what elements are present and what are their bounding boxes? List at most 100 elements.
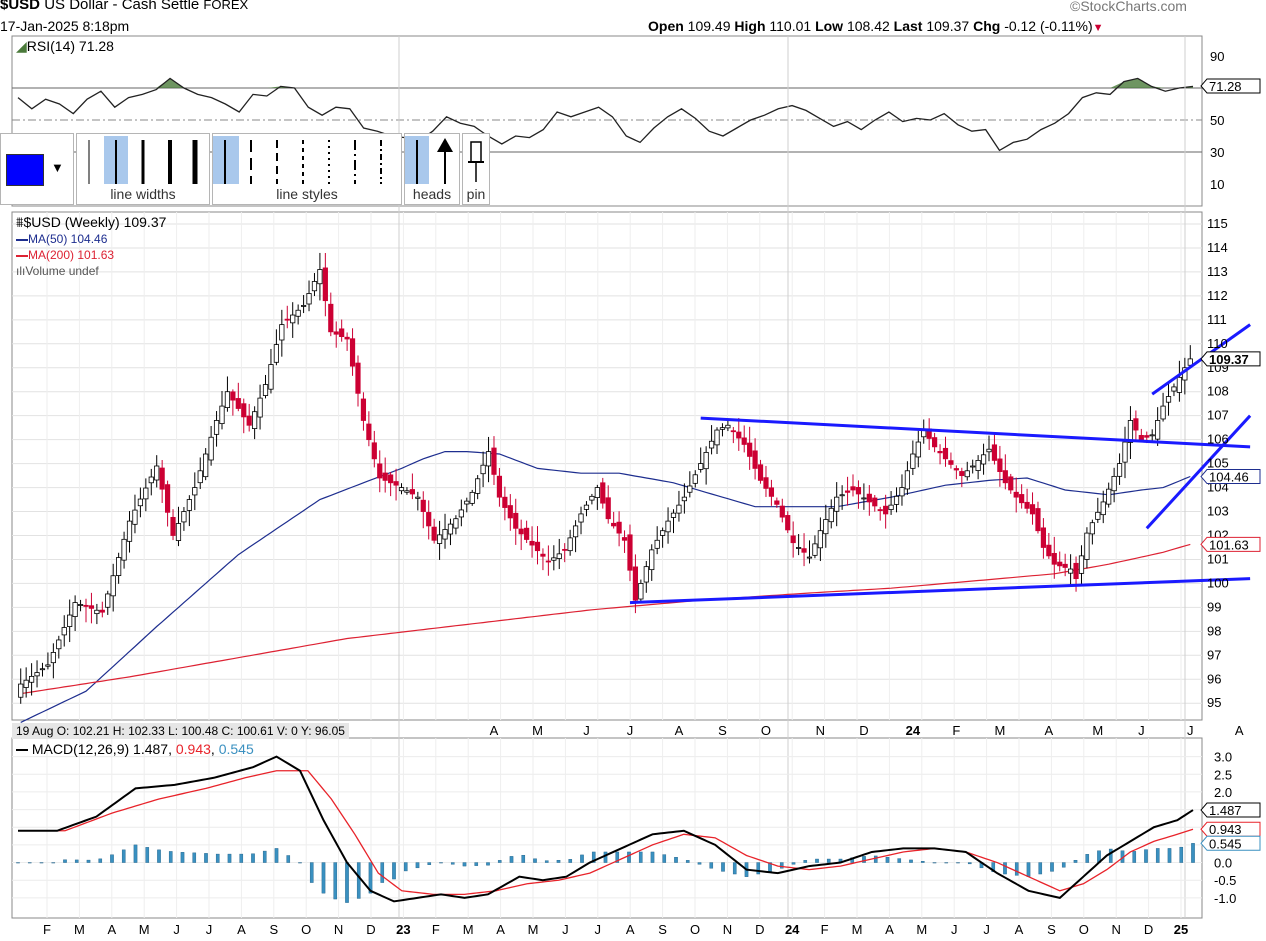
candle-body — [605, 497, 611, 520]
candle-body — [572, 525, 579, 538]
candle-body — [1111, 475, 1117, 492]
candle-body — [1122, 441, 1128, 463]
price-tick-label: 100 — [1207, 575, 1229, 590]
macd-x-tick: F — [43, 922, 51, 937]
price-tick-label: 99 — [1207, 599, 1221, 614]
candle-body — [110, 575, 116, 597]
macd-x-tick: 23 — [396, 922, 410, 937]
macd-histogram-bar — [873, 855, 878, 863]
macd-histogram-bar — [403, 862, 408, 872]
macd-histogram-bar — [180, 852, 185, 863]
candle-body — [540, 553, 546, 557]
pin-button[interactable]: pin — [462, 133, 490, 205]
candle-body — [654, 539, 660, 549]
line-widths-group[interactable]: line widths — [76, 133, 210, 205]
candle-body — [502, 496, 508, 508]
candle-body — [186, 499, 192, 511]
candle-body — [290, 314, 296, 324]
color-picker[interactable]: ▼ — [0, 133, 74, 205]
candle-body — [763, 477, 769, 489]
candle-body — [61, 627, 67, 636]
heads-group[interactable]: heads — [404, 133, 460, 205]
macd-x-tick: M — [463, 922, 474, 937]
candle-body — [197, 470, 203, 484]
trendline — [1145, 414, 1252, 530]
volume-legend: ılıVolume undef — [16, 264, 99, 278]
macd-histogram-bar — [309, 862, 314, 883]
candle-body — [959, 471, 965, 476]
price-x-tick: J — [627, 723, 634, 738]
macd-histogram-bar — [1003, 862, 1007, 875]
candle-body — [420, 499, 426, 512]
candle-body — [964, 470, 970, 478]
candle-body — [676, 504, 682, 514]
macd-x-tick: M — [916, 922, 927, 937]
macd-histogram-bar — [544, 860, 549, 863]
candle-body — [600, 482, 606, 504]
price-x-tick: J — [1138, 723, 1145, 738]
candle-body — [56, 639, 62, 650]
candle-body — [1106, 488, 1112, 505]
candle-body — [349, 338, 356, 367]
candle-body — [872, 497, 878, 507]
candle-body — [616, 521, 622, 534]
macd-histogram-bar — [1050, 862, 1054, 872]
candle-body — [360, 398, 367, 421]
macd-histogram-bar — [51, 862, 56, 864]
macd-histogram-bar — [697, 862, 702, 865]
macd-histogram-bar — [709, 862, 714, 869]
candle-body — [883, 505, 889, 515]
candle-body — [18, 683, 24, 698]
candle-body — [583, 504, 590, 510]
ohlc-line: Open 109.49 High 110.01 Low 108.42 Last … — [648, 18, 1104, 34]
macd-histogram-bar — [815, 858, 819, 863]
ma200-legend: MA(200) 101.63 — [16, 248, 114, 262]
candle-body — [1127, 420, 1134, 443]
candle-body — [937, 451, 943, 454]
candle-body — [426, 512, 432, 527]
macd-histogram-bar — [674, 857, 678, 863]
macd-histogram-bar — [662, 854, 667, 863]
rsi-legend: ◢RSI(14) 71.28 — [16, 38, 114, 54]
macd-histogram-bar — [27, 862, 32, 864]
candle-body — [708, 440, 715, 449]
macd-histogram-bar — [227, 853, 232, 863]
candle-body — [99, 609, 105, 613]
candle-body — [632, 566, 639, 601]
macd-histogram-bar — [356, 862, 361, 899]
macd-histogram-bar — [897, 858, 902, 863]
candle-body — [1024, 501, 1030, 509]
macd-x-tick: F — [821, 922, 829, 937]
macd-x-tick: D — [1144, 922, 1153, 937]
macd-histogram-bar — [204, 853, 208, 863]
candle-body — [698, 463, 704, 470]
price-tick-label: 95 — [1207, 695, 1221, 710]
candle-body — [714, 429, 720, 446]
macd-histogram-bar — [16, 862, 20, 864]
candle-body — [311, 281, 318, 292]
candle-body — [241, 403, 247, 418]
candle-body — [442, 529, 448, 540]
candle-body — [23, 679, 29, 688]
candle-body — [1149, 434, 1155, 437]
candle-body — [447, 523, 454, 535]
candle-body — [1019, 494, 1025, 504]
macd-histogram-bar — [568, 859, 573, 863]
instrument-name: US Dollar - Cash Settle — [44, 0, 200, 13]
price-x-tick: O — [761, 723, 771, 738]
macd-histogram-bar — [627, 851, 631, 863]
chevron-down-icon[interactable]: ▼ — [51, 160, 64, 175]
candle-body — [1084, 532, 1090, 560]
macd-histogram-bar — [603, 851, 608, 863]
line-styles-group[interactable]: line styles — [212, 133, 402, 205]
candle-body — [1013, 491, 1019, 498]
datetime: 17-Jan-2025 8:18pm — [0, 18, 130, 34]
candle-body — [377, 463, 383, 479]
color-swatch[interactable] — [6, 154, 44, 186]
macd-histogram-bar — [638, 851, 643, 863]
macd-histogram-bar — [826, 858, 831, 863]
candle-body — [67, 614, 73, 627]
macd-histogram-bar — [721, 862, 725, 872]
candle-body — [806, 556, 813, 559]
rsi-last-tag-box — [1200, 78, 1261, 94]
